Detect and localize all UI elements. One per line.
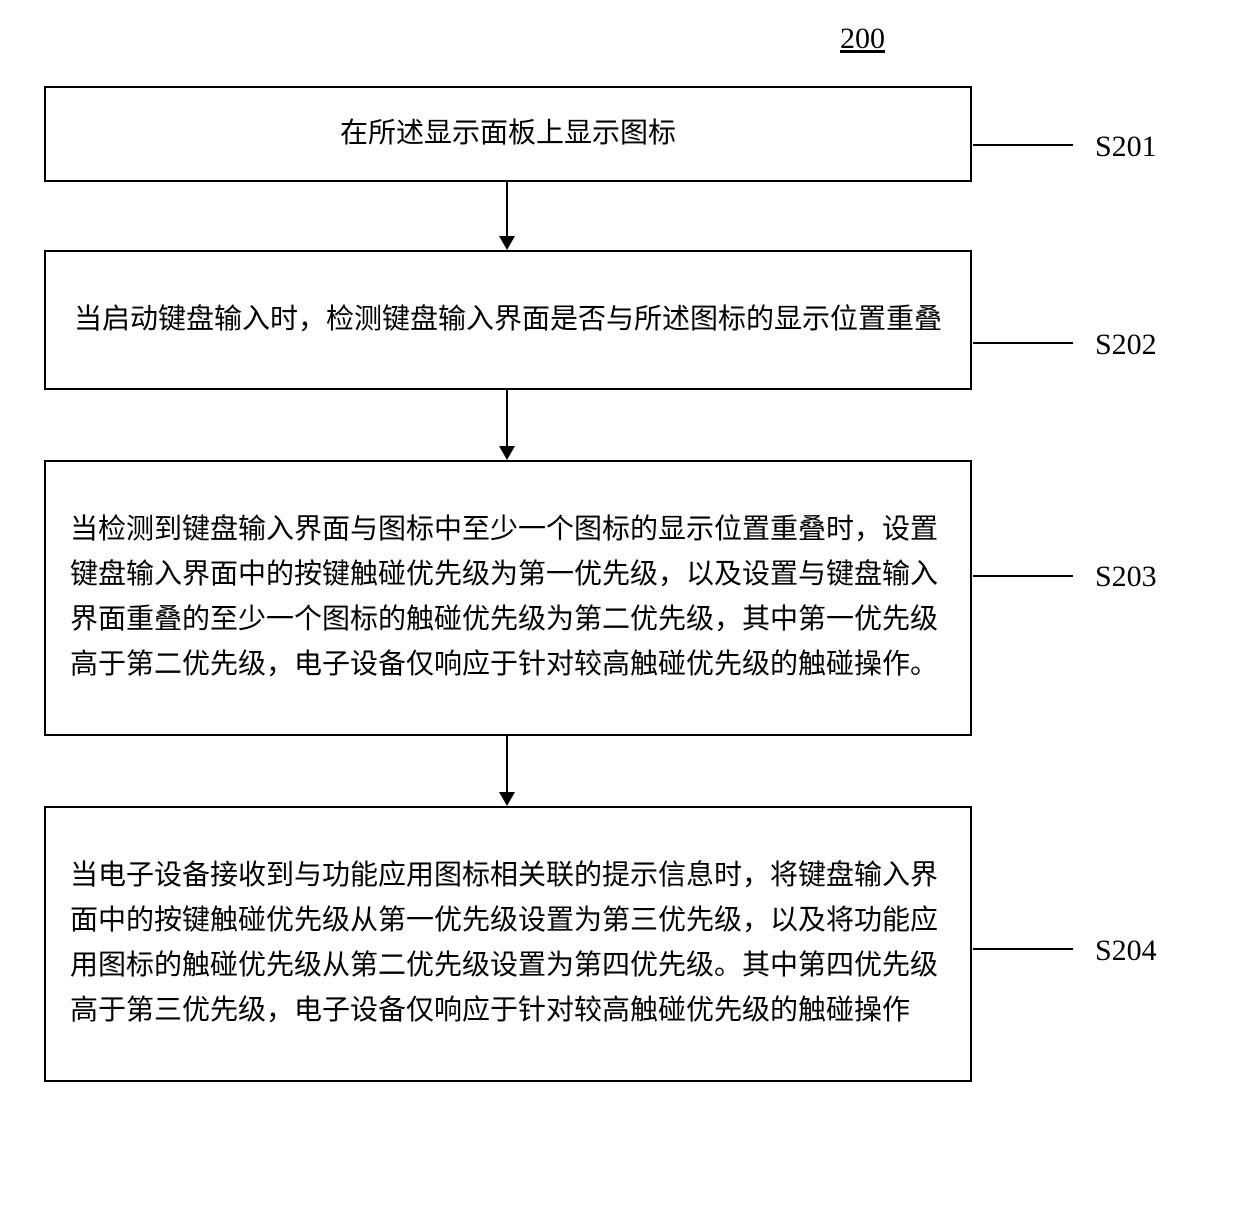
- label-connector-line: [973, 575, 1073, 577]
- flowchart-arrow-line: [506, 182, 508, 236]
- flowchart-step-text: 当启动键盘输入时，检测键盘输入界面是否与所述图标的显示位置重叠: [70, 298, 946, 343]
- flowchart-step-text: 当检测到键盘输入界面与图标中至少一个图标的显示位置重叠时，设置键盘输入界面中的按…: [70, 508, 946, 687]
- flowchart-step-s203: 当检测到键盘输入界面与图标中至少一个图标的显示位置重叠时，设置键盘输入界面中的按…: [44, 460, 972, 736]
- step-label-s201: S201: [1095, 130, 1157, 164]
- step-label-s203: S203: [1095, 560, 1157, 594]
- flowchart-step-s202: 当启动键盘输入时，检测键盘输入界面是否与所述图标的显示位置重叠: [44, 250, 972, 390]
- flowchart-step-s204: 当电子设备接收到与功能应用图标相关联的提示信息时，将键盘输入界面中的按键触碰优先…: [44, 806, 972, 1082]
- flowchart-arrow-line: [506, 390, 508, 446]
- flowchart-arrow-head: [499, 236, 515, 250]
- label-connector-line: [973, 144, 1073, 146]
- flowchart-arrow-head: [499, 792, 515, 806]
- step-label-s202: S202: [1095, 328, 1157, 362]
- flowchart-arrow-line: [506, 736, 508, 792]
- flowchart-step-s201: 在所述显示面板上显示图标: [44, 86, 972, 182]
- flowchart-step-text: 当电子设备接收到与功能应用图标相关联的提示信息时，将键盘输入界面中的按键触碰优先…: [70, 854, 946, 1033]
- diagram-title: 200: [840, 22, 885, 56]
- label-connector-line: [973, 948, 1073, 950]
- label-connector-line: [973, 342, 1073, 344]
- flowchart-arrow-head: [499, 446, 515, 460]
- flowchart-step-text: 在所述显示面板上显示图标: [70, 112, 946, 157]
- step-label-s204: S204: [1095, 934, 1157, 968]
